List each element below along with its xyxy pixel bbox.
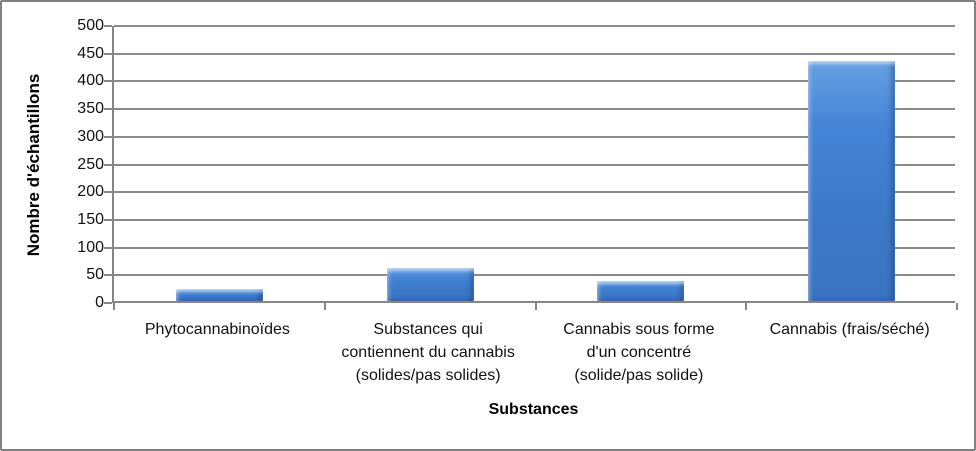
x-axis-tick-mark	[113, 303, 115, 310]
category-label: Phytocannabinoïdes	[110, 318, 324, 341]
category-label-line: contiennent du cannabis	[341, 344, 515, 361]
category-label-line: Phytocannabinoïdes	[144, 321, 290, 338]
y-axis-tick-label: 200	[77, 183, 104, 201]
bar-2	[386, 267, 474, 301]
y-axis-tick-mark	[104, 108, 112, 111]
bar-1	[175, 288, 263, 301]
gridline	[114, 246, 955, 249]
category-label-line: Cannabis sous forme	[563, 321, 715, 338]
category-label-line: (solides/pas solides)	[355, 367, 501, 384]
bar-3	[597, 281, 685, 301]
category-label-line: Substances qui	[373, 321, 483, 338]
gridline	[114, 135, 955, 138]
y-axis-tick-label: 250	[77, 155, 104, 173]
gridline	[114, 274, 955, 277]
y-axis-tick-label: 500	[77, 17, 104, 34]
gridline	[114, 80, 955, 83]
y-axis-tick-label: 400	[77, 72, 104, 90]
y-axis-tick-label: 350	[77, 100, 104, 118]
y-axis-tick-mark	[104, 52, 112, 55]
y-axis-tick-mark	[104, 218, 112, 221]
category-label: Cannabis sous forme d'un concentré (solide…	[532, 318, 746, 387]
category-label-line: Cannabis (frais/séché)	[769, 321, 930, 338]
y-axis-tick-mark	[104, 135, 112, 138]
gridline	[114, 163, 955, 166]
y-axis-tick-label: 300	[77, 127, 104, 145]
bar-4	[808, 61, 896, 301]
gridline	[114, 52, 955, 55]
category-label: Cannabis (frais/séché)	[743, 318, 957, 341]
y-axis-tick-label: 150	[77, 210, 104, 228]
category-label: Substances qui contiennent du cannabis (so…	[321, 318, 535, 387]
y-axis-tick-mark	[104, 302, 112, 304]
x-axis-tick-mark	[956, 303, 958, 310]
gridline	[114, 218, 955, 221]
gridline	[114, 25, 955, 27]
y-axis-tick-mark	[104, 25, 112, 27]
x-axis-tick-mark	[745, 303, 748, 310]
y-axis-tick-mark	[104, 80, 112, 83]
y-axis-tick-label: 0	[95, 294, 104, 311]
y-axis-tick-label: 450	[77, 44, 104, 62]
gridline	[114, 108, 955, 111]
y-axis-tick-label: 50	[86, 266, 104, 284]
y-axis-tick-mark	[104, 274, 112, 277]
y-axis-tick-label: 100	[77, 238, 104, 256]
y-axis-tick-mark	[104, 246, 112, 249]
category-label-line: (solide/pas solide)	[574, 367, 704, 384]
x-axis-category-labels: Phytocannabinoïdes Substances qui contienn…	[2, 318, 974, 392]
x-axis-tick-mark	[323, 303, 326, 310]
x-axis-tick-mark	[534, 303, 537, 310]
y-axis-tick-mark	[104, 163, 112, 166]
x-axis-title: Substances	[488, 401, 579, 418]
gridline	[114, 191, 955, 194]
y-axis-tick-labels: 0 50 100 150 200 250 300 350 400 450 500	[14, 17, 104, 311]
category-label-line: d'un concentré	[586, 344, 692, 361]
y-axis-tick-mark	[104, 191, 112, 194]
plot-area	[104, 25, 958, 310]
